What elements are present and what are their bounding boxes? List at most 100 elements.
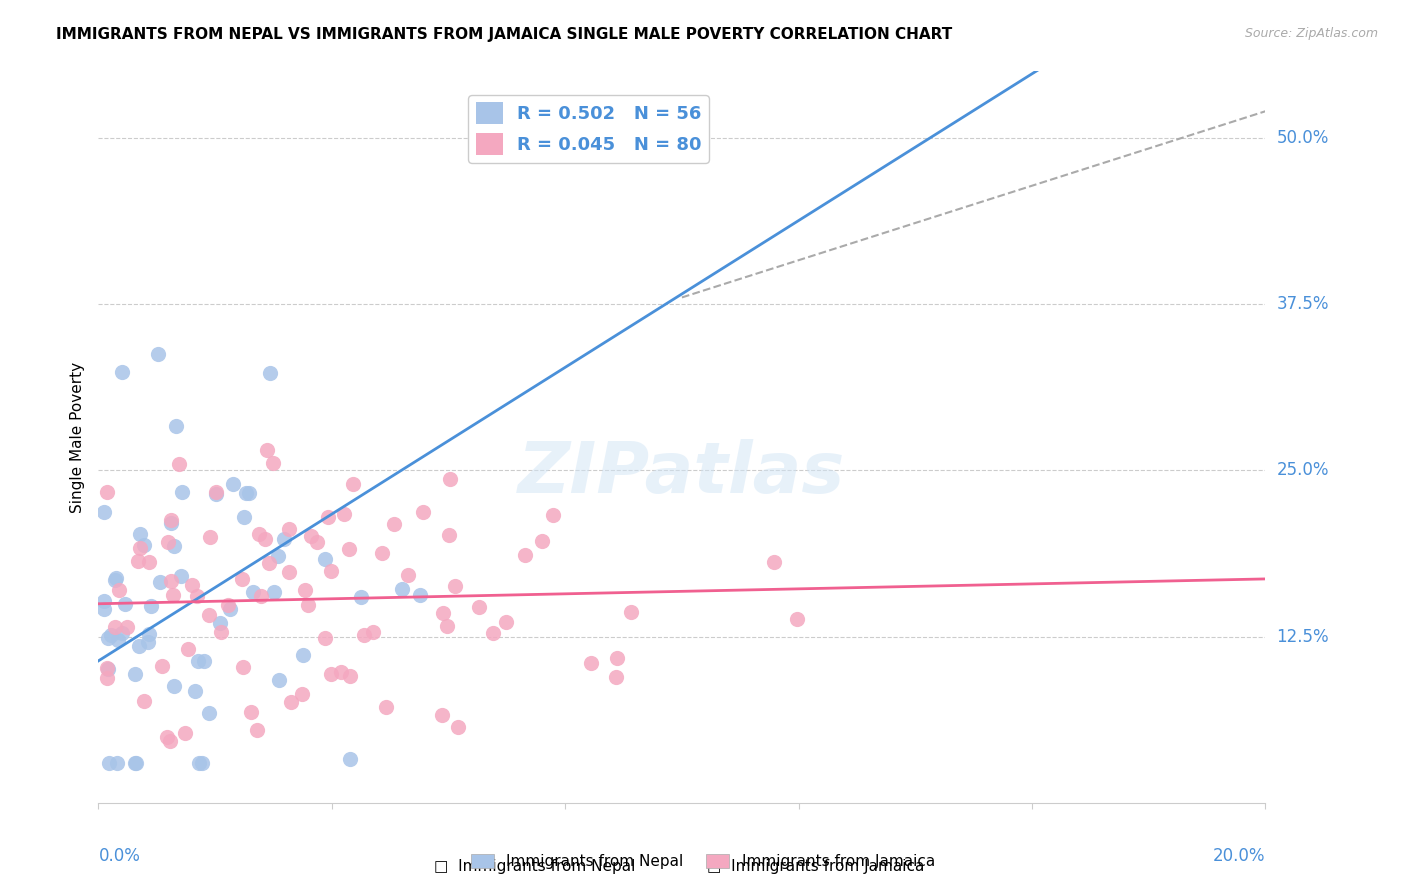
Point (124, 756, 146, 770)
Point (495, 615, 517, 630)
Point (139, 599, 162, 613)
Point (97, 756, 120, 770)
Point (160, 513, 183, 527)
Point (267, 549, 290, 563)
Point (305, 535, 328, 549)
Point (232, 509, 254, 524)
Point (447, 720, 470, 734)
Point (170, 484, 193, 499)
Point (160, 516, 183, 530)
Point (231, 572, 253, 586)
Point (198, 530, 221, 544)
Text: 20.0%: 20.0% (1213, 847, 1265, 864)
Point (165, 418, 187, 433)
Point (177, 642, 200, 657)
Point (333, 508, 356, 522)
Point (124, 667, 146, 681)
Point (162, 588, 184, 602)
Point (436, 619, 458, 633)
Point (180, 578, 202, 592)
Point (184, 683, 207, 698)
Point (238, 485, 260, 500)
Point (128, 639, 150, 653)
Point (93, 505, 115, 519)
Point (353, 628, 375, 642)
Point (100, 628, 122, 642)
Point (114, 597, 136, 611)
Point (337, 542, 360, 557)
Point (430, 708, 453, 723)
Point (96, 661, 118, 675)
Point (339, 669, 361, 683)
Point (104, 619, 127, 633)
Point (444, 578, 467, 592)
Point (240, 706, 263, 720)
Legend: R = 0.502   N = 56, R = 0.045   N = 80: R = 0.502 N = 56, R = 0.045 N = 80 (468, 95, 709, 162)
Point (138, 555, 160, 569)
Point (235, 486, 257, 500)
Point (150, 659, 173, 673)
Y-axis label: Single Male Poverty: Single Male Poverty (69, 361, 84, 513)
Point (318, 509, 340, 524)
Point (242, 584, 264, 599)
Point (396, 568, 419, 582)
Point (294, 582, 316, 597)
Point (246, 723, 269, 737)
Point (127, 554, 149, 568)
Point (93, 601, 115, 615)
Point (412, 505, 434, 519)
Point (159, 734, 181, 748)
Point (132, 538, 155, 552)
Point (193, 654, 215, 668)
Point (96, 485, 118, 500)
Point (515, 548, 537, 562)
Point (314, 552, 336, 566)
Point (204, 484, 226, 499)
Point (321, 564, 343, 578)
Point (186, 589, 208, 603)
Point (259, 366, 281, 380)
Point (432, 606, 454, 620)
Point (786, 612, 808, 626)
Point (762, 555, 785, 569)
Point (291, 688, 314, 702)
Point (205, 487, 228, 501)
Point (297, 598, 319, 612)
Point (605, 670, 627, 684)
Point (391, 582, 413, 597)
Point (219, 601, 242, 615)
Point (149, 575, 172, 590)
Point (256, 442, 278, 457)
Point (263, 584, 285, 599)
Point (382, 516, 405, 531)
Point (105, 756, 128, 770)
Point (163, 539, 186, 553)
Text: 12.5%: 12.5% (1277, 628, 1329, 646)
Point (108, 582, 131, 597)
Point (107, 632, 129, 647)
Point (482, 626, 505, 640)
Point (350, 590, 373, 604)
Text: ZIPatlas: ZIPatlas (519, 439, 845, 508)
Point (136, 635, 159, 649)
Text: □  Immigrants from Jamaica: □ Immigrants from Jamaica (707, 859, 924, 874)
Point (314, 631, 336, 645)
Point (606, 650, 628, 665)
Point (111, 626, 134, 640)
Point (339, 752, 361, 766)
Point (93, 594, 115, 608)
Point (257, 557, 280, 571)
Point (361, 624, 384, 639)
Point (110, 365, 132, 379)
Point (277, 565, 299, 579)
Point (374, 700, 396, 714)
Point (619, 605, 641, 619)
Point (191, 756, 214, 770)
Point (530, 533, 553, 548)
Text: Source: ZipAtlas.com: Source: ZipAtlas.com (1244, 27, 1378, 40)
Point (249, 589, 271, 603)
Point (232, 659, 254, 673)
Point (128, 541, 150, 556)
Legend: Immigrants from Nepal, Immigrants from Jamaica: Immigrants from Nepal, Immigrants from J… (465, 848, 941, 875)
Point (167, 457, 190, 471)
